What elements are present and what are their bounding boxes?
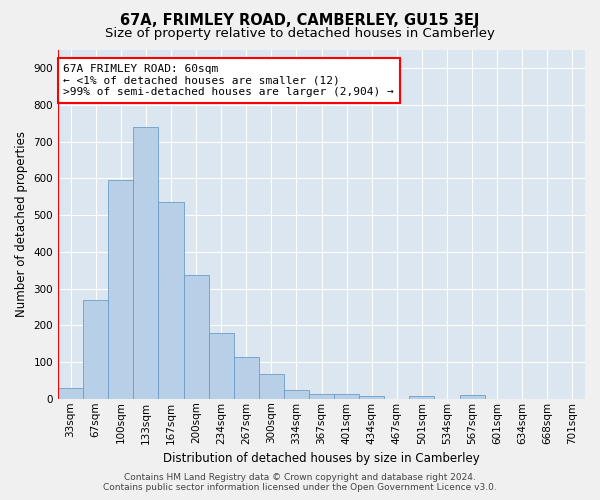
Bar	[184, 274, 209, 399]
Bar	[309, 394, 334, 399]
Bar	[209, 332, 233, 399]
Bar	[460, 396, 485, 399]
Bar	[284, 390, 309, 399]
Bar	[108, 180, 133, 399]
Y-axis label: Number of detached properties: Number of detached properties	[15, 132, 28, 318]
Bar	[58, 388, 83, 399]
Bar	[83, 300, 108, 399]
Bar	[133, 127, 158, 399]
Bar	[259, 374, 284, 399]
Text: 67A FRIMLEY ROAD: 60sqm
← <1% of detached houses are smaller (12)
>99% of semi-d: 67A FRIMLEY ROAD: 60sqm ← <1% of detache…	[64, 64, 394, 97]
X-axis label: Distribution of detached houses by size in Camberley: Distribution of detached houses by size …	[163, 452, 480, 465]
Bar	[334, 394, 359, 399]
Bar	[158, 202, 184, 399]
Bar	[233, 356, 259, 399]
Text: Contains HM Land Registry data © Crown copyright and database right 2024.
Contai: Contains HM Land Registry data © Crown c…	[103, 473, 497, 492]
Text: 67A, FRIMLEY ROAD, CAMBERLEY, GU15 3EJ: 67A, FRIMLEY ROAD, CAMBERLEY, GU15 3EJ	[121, 12, 479, 28]
Bar	[409, 396, 434, 399]
Bar	[359, 396, 384, 399]
Text: Size of property relative to detached houses in Camberley: Size of property relative to detached ho…	[105, 28, 495, 40]
